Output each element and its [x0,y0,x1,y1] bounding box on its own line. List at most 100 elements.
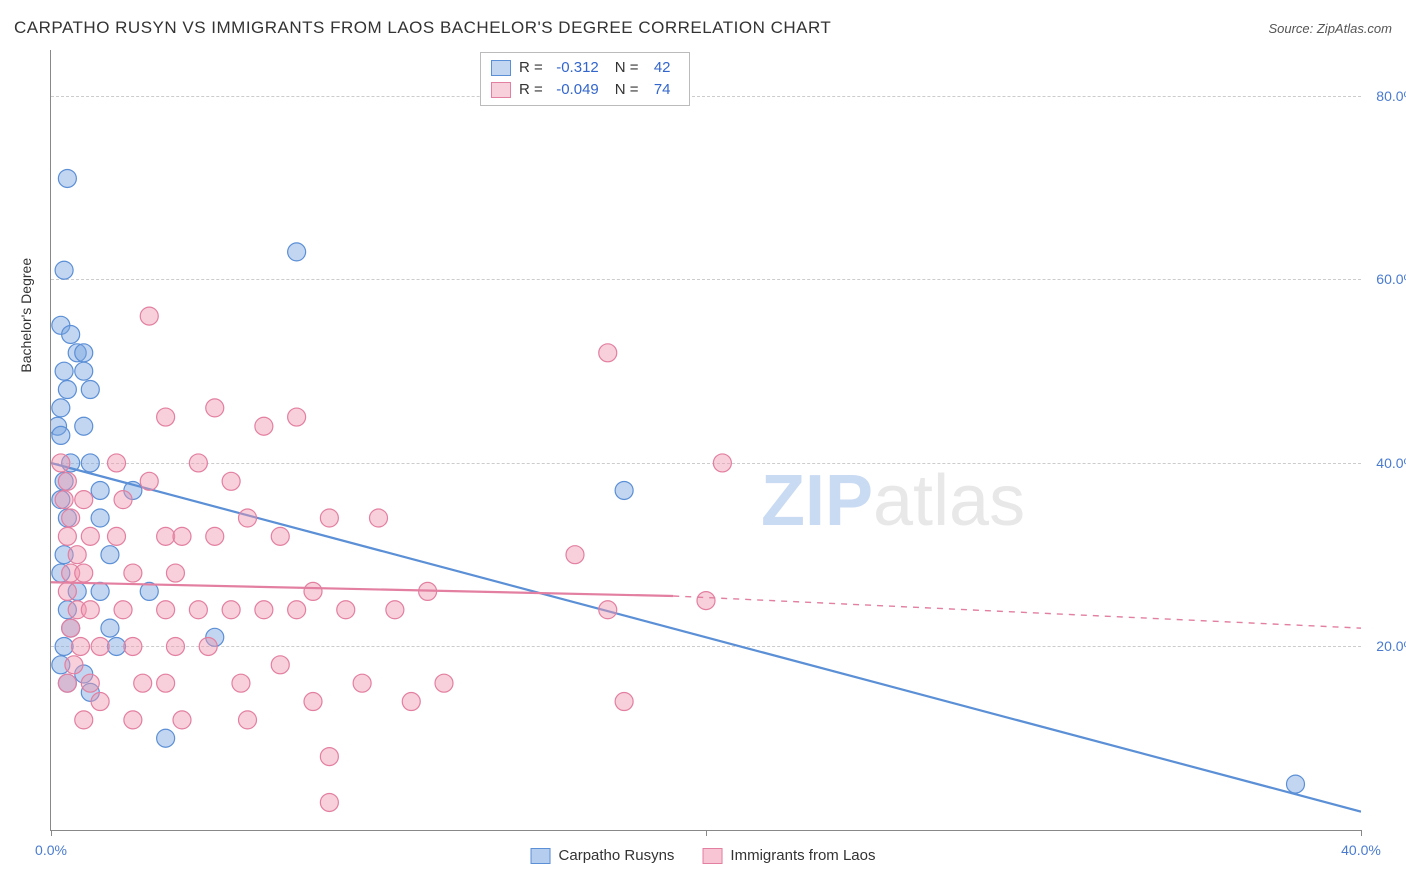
scatter-point [157,601,175,619]
scatter-point [58,674,76,692]
scatter-point [101,619,119,637]
scatter-point [55,261,73,279]
scatter-point [288,408,306,426]
scatter-point [58,582,76,600]
scatter-point [255,601,273,619]
scatter-point [337,601,355,619]
scatter-point [75,362,93,380]
scatter-point [68,546,86,564]
scatter-point [435,674,453,692]
scatter-point [114,491,132,509]
scatter-point [222,601,240,619]
scatter-point [55,362,73,380]
scatter-point [81,674,99,692]
scatter-point [81,527,99,545]
x-tick [51,830,52,836]
chart-title: CARPATHO RUSYN VS IMMIGRANTS FROM LAOS B… [14,18,831,38]
scatter-point [58,472,76,490]
scatter-point [157,527,175,545]
scatter-point [566,546,584,564]
scatter-point [124,711,142,729]
legend-label: Carpatho Rusyns [559,847,675,864]
scatter-point [271,656,289,674]
r-value: -0.312 [551,57,599,79]
y-axis-label: Bachelor's Degree [18,258,34,373]
scatter-point [75,711,93,729]
x-tick [706,830,707,836]
chart-plot-area: ZIPatlas 20.0%40.0%60.0%80.0%0.0%40.0% [50,50,1361,831]
scatter-point [62,619,80,637]
scatter-point [173,527,191,545]
y-tick-label: 60.0% [1376,271,1406,287]
scatter-point [108,637,126,655]
source-attribution: Source: ZipAtlas.com [1268,21,1392,36]
y-tick-label: 40.0% [1376,455,1406,471]
scatter-svg [51,50,1361,830]
n-value: 42 [647,57,671,79]
scatter-point [91,637,109,655]
scatter-point [232,674,250,692]
y-tick-label: 20.0% [1376,638,1406,654]
scatter-point [52,426,70,444]
legend-swatch [531,848,551,864]
scatter-point [91,582,109,600]
scatter-point [62,325,80,343]
scatter-point [189,454,207,472]
n-value: 74 [647,79,671,101]
scatter-point [189,601,207,619]
legend-swatch [491,82,511,98]
scatter-point [134,674,152,692]
scatter-point [320,748,338,766]
scatter-point [114,601,132,619]
scatter-point [52,399,70,417]
scatter-point [255,417,273,435]
r-label: R = [519,79,543,101]
scatter-point [157,729,175,747]
source-prefix: Source: [1268,21,1316,36]
scatter-point [713,454,731,472]
scatter-point [222,472,240,490]
scatter-point [271,527,289,545]
scatter-point [75,491,93,509]
r-value: -0.049 [551,79,599,101]
scatter-point [71,637,89,655]
scatter-point [239,509,257,527]
trend-line-dashed [673,596,1361,628]
scatter-point [58,527,76,545]
scatter-point [239,711,257,729]
scatter-point [288,243,306,261]
source-name: ZipAtlas.com [1317,21,1392,36]
n-label: N = [615,79,639,101]
legend-swatch [491,60,511,76]
scatter-point [58,169,76,187]
scatter-point [157,408,175,426]
scatter-point [81,454,99,472]
legend-swatch [702,848,722,864]
scatter-point [206,399,224,417]
scatter-point [101,546,119,564]
scatter-point [81,381,99,399]
scatter-point [599,601,617,619]
scatter-point [615,693,633,711]
series-legend: Carpatho Rusyns Immigrants from Laos [531,847,876,864]
scatter-point [1287,775,1305,793]
scatter-point [75,344,93,362]
scatter-point [370,509,388,527]
scatter-point [320,793,338,811]
scatter-point [65,656,83,674]
scatter-point [108,454,126,472]
scatter-point [75,417,93,435]
scatter-point [166,564,184,582]
correlation-legend: R = -0.312 N = 42R = -0.049 N = 74 [480,52,690,106]
scatter-point [58,381,76,399]
scatter-point [91,509,109,527]
scatter-point [599,344,617,362]
legend-stat-row: R = -0.049 N = 74 [491,79,679,101]
scatter-point [288,601,306,619]
scatter-point [304,582,322,600]
scatter-point [108,527,126,545]
header: CARPATHO RUSYN VS IMMIGRANTS FROM LAOS B… [14,18,1392,38]
legend-label: Immigrants from Laos [730,847,875,864]
scatter-point [52,454,70,472]
scatter-point [353,674,371,692]
